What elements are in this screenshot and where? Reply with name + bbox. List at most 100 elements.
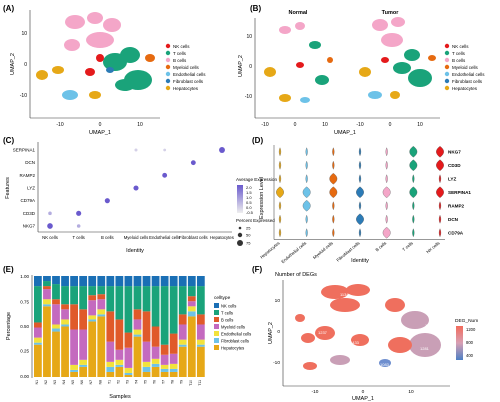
panel-b-normal-title: Normal: [289, 10, 308, 16]
bar-segment: [187, 286, 196, 297]
dot-point: [47, 223, 53, 229]
panel-f-letter: (F): [252, 265, 263, 274]
sample-label: N8: [98, 380, 102, 384]
violin-shape: [302, 200, 311, 212]
bar-segment: [196, 346, 205, 377]
legend-nk-cells: NK cells: [452, 44, 469, 49]
panel-e-ylabel: Percentage: [6, 312, 12, 340]
dot-point: [48, 211, 52, 216]
bar-segment: [43, 276, 51, 282]
sample-label: N6: [80, 380, 84, 384]
violin-identity-label: Hepatocytes: [259, 240, 281, 259]
panel-c-pct-tick: 75: [246, 241, 251, 246]
panel-f-title: Number of DEGs: [275, 272, 317, 278]
panel-e-legend: NK cells T cells B cells Myeloid cells E…: [214, 303, 251, 351]
panel-c-dots: [47, 147, 225, 229]
violin-shape: [276, 186, 284, 198]
legend-nk-cells: NK cells: [173, 44, 190, 49]
panel-e-ytick: 0.25: [20, 349, 29, 354]
violin-identity-label: Endothelial cells: [280, 240, 307, 264]
panel-c-pct-tick: 50: [246, 233, 251, 238]
bar-segment: [169, 368, 178, 372]
violin-gene-label: CD3D: [448, 163, 461, 168]
panel-c: (C) SERPINA1 DCN RAMP2 LYZ CD79A CD3D NKG7 NK …: [3, 136, 277, 254]
sample-label: T8: [171, 380, 175, 384]
panel-c-feature-labels: SERPINA1 DCN RAMP2 LYZ CD79A CD3D NKG7: [13, 148, 36, 229]
deg-label: 1217: [375, 306, 385, 311]
bar-segment: [88, 295, 97, 301]
violin-shape: [412, 228, 415, 238]
panel-c-avg-legend-title: Average Expression: [236, 177, 277, 182]
panel-c-letter: (C): [3, 136, 14, 145]
bar-segment: [52, 276, 60, 285]
panel-b-tumor-umap: [359, 17, 436, 99]
bar-segment: [61, 304, 69, 310]
bar-segment: [151, 346, 160, 359]
dot-point: [162, 172, 168, 178]
bar-segment: [124, 374, 133, 377]
legend-endothelial-cells: Endothelial cells: [221, 332, 251, 337]
bar-segment: [97, 309, 106, 315]
bar-segment: [115, 276, 124, 287]
bar-segment: [142, 371, 151, 377]
violin-shape: [329, 173, 338, 185]
bar-segment: [43, 304, 51, 307]
bar-segment: [61, 286, 69, 305]
bar-segment: [34, 337, 42, 343]
bar-segment: [169, 363, 178, 369]
panel-b-legend: NK cells T cells B cells Myeloid cells E…: [444, 43, 485, 91]
bar-segment: [97, 316, 106, 377]
violin-shape: [305, 160, 308, 170]
bar-segment: [79, 364, 88, 367]
panel-e-sample-labels: N1 N2 N3 N4 N5 N6 N7 N8 T1 T2 T3 T4 T5 T6 T7 T8 T9 T10 T11: [35, 380, 202, 386]
panel-f-xtick: -10: [312, 389, 319, 395]
bar-segment: [169, 286, 178, 334]
bar-segment: [142, 276, 151, 287]
panel-a-ylabel: UMAP_2: [10, 53, 16, 75]
bar-segment: [196, 324, 205, 340]
bar-segment: [43, 281, 51, 287]
violin-shape: [385, 147, 388, 157]
dot-point: [76, 224, 81, 228]
panel-c-identity-labels: NK cells T cells B cells Myeloid cells Endot…: [42, 235, 234, 240]
bar-segment: [124, 347, 133, 368]
violin-shape: [302, 186, 311, 198]
feature-label: CD79A: [20, 198, 35, 203]
bar-segment: [196, 286, 205, 315]
identity-label: Hepatocytes: [210, 235, 234, 240]
bar-segment: [70, 304, 78, 330]
bar-segment: [178, 339, 187, 345]
panel-a-ytick: -10: [20, 93, 27, 99]
bar-segment: [151, 326, 160, 347]
identity-label: T cells: [72, 235, 84, 240]
bar-segment: [97, 286, 106, 295]
bar-segment: [196, 344, 205, 347]
panel-a-legend: NK cells T cells B cells Myeloid cells E…: [165, 43, 206, 91]
bar-segment: [133, 334, 142, 337]
violin-identity-label: B cells: [374, 240, 387, 252]
legend-myeloid-cells: Myeloid cells: [173, 65, 200, 70]
bar-segment: [43, 299, 51, 305]
deg-label: 1237: [318, 330, 328, 335]
violin-shape: [329, 186, 338, 198]
panel-f-umap: [295, 284, 441, 370]
feature-label: DCN: [25, 160, 35, 165]
bar-segment: [151, 276, 160, 287]
sample-label: N2: [44, 380, 48, 384]
panel-f-legend-title: DEG_Num: [455, 318, 478, 324]
panel-c-avg-tick: -0.5: [246, 210, 254, 215]
bar-segment: [88, 319, 97, 322]
bar-segment: [79, 309, 88, 330]
panel-c-pct-tick: 25: [246, 226, 251, 231]
violin-shape: [358, 174, 362, 184]
panel-a-ytick: 10: [21, 31, 27, 37]
panel-c-xlabel: Identity: [126, 248, 144, 254]
dot-point: [104, 198, 110, 204]
bar-segment: [106, 366, 115, 372]
panel-b-xlabel: UMAP_1: [334, 130, 356, 136]
bar-segment: [52, 328, 60, 332]
panel-a-xtick: -10: [56, 122, 63, 128]
panel-c-avg-tick: 0.0: [246, 205, 252, 210]
bar-segment: [133, 309, 142, 320]
violin-shape: [409, 146, 418, 158]
